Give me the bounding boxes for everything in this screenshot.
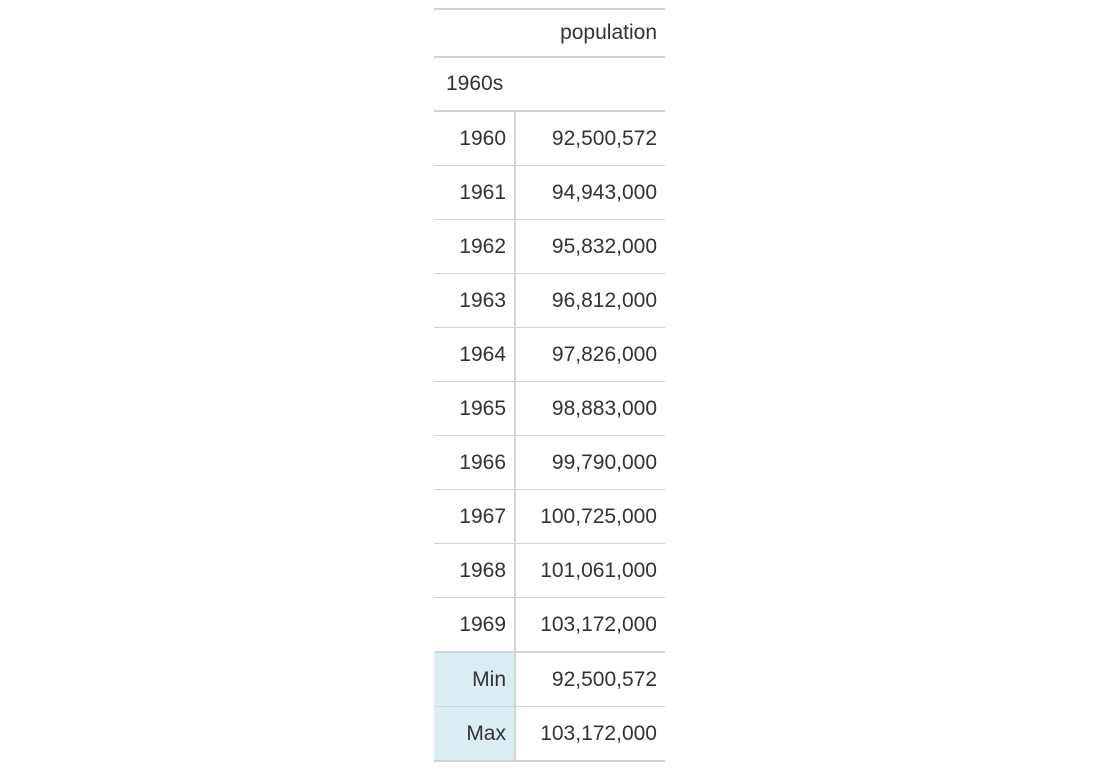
row-population: 103,172,000 [515,597,665,653]
row-population: 101,061,000 [515,543,665,598]
table-row: 1962 95,832,000 [434,219,665,274]
row-population: 94,943,000 [515,165,665,220]
table-row: 1963 96,812,000 [434,273,665,328]
summary-label: Max [434,706,516,761]
row-population: 92,500,572 [515,111,665,166]
column-header-stub [434,9,515,58]
row-year: 1961 [434,165,516,220]
row-year: 1963 [434,273,516,328]
summary-row-max: Max 103,172,000 [434,706,665,761]
row-year: 1966 [434,435,516,490]
table-row: 1961 94,943,000 [434,165,665,220]
table-row: 1967 100,725,000 [434,489,665,544]
table-row: 1969 103,172,000 [434,597,665,653]
row-population: 97,826,000 [515,327,665,382]
row-population: 100,725,000 [515,489,665,544]
table-row: 1964 97,826,000 [434,327,665,382]
column-header-row: population [434,9,665,58]
table-row: 1965 98,883,000 [434,381,665,436]
row-population: 98,883,000 [515,381,665,436]
row-group-label: 1960s [434,57,665,112]
row-group-header: 1960s [434,57,665,112]
row-population: 96,812,000 [515,273,665,328]
row-population: 95,832,000 [515,219,665,274]
table-row: 1960 92,500,572 [434,111,665,166]
row-year: 1964 [434,327,516,382]
row-year: 1968 [434,543,516,598]
table-row: 1968 101,061,000 [434,543,665,598]
summary-row-min: Min 92,500,572 [434,651,665,707]
row-population: 99,790,000 [515,435,665,490]
summary-value: 92,500,572 [515,651,665,707]
row-year: 1967 [434,489,516,544]
column-header-population: population [515,9,665,58]
summary-value: 103,172,000 [540,721,657,745]
row-year: 1960 [434,111,516,166]
row-year: 1965 [434,381,516,436]
summary-label: Min [434,651,516,707]
population-table: population 1960s 1960 92,500,572 1961 94… [434,8,665,762]
row-year: 1962 [434,219,516,274]
table-row: 1966 99,790,000 [434,435,665,490]
row-year: 1969 [434,597,516,653]
